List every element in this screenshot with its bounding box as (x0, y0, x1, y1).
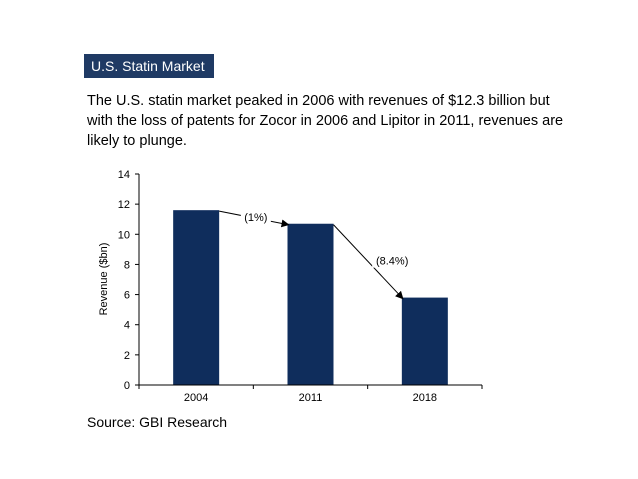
annotation-label: (1%) (244, 212, 267, 224)
y-tick-label: 2 (124, 350, 130, 362)
annotation-label-bg (240, 209, 271, 224)
chart-title-text: U.S. Statin Market (91, 58, 205, 74)
y-tick-label: 10 (118, 229, 130, 241)
annotation-label-bg (372, 253, 413, 268)
description-text: The U.S. statin market peaked in 2006 wi… (87, 93, 564, 149)
annotation-label: (8.4%) (376, 256, 408, 268)
x-axis: 2004 2011 2018 (138, 384, 483, 404)
x-tick-label: 2011 (299, 392, 323, 404)
bar-2011 (287, 223, 334, 385)
x-tick-label: 2018 (413, 392, 437, 404)
bars (173, 210, 448, 385)
y-axis: 0 2 4 6 8 10 12 14 (118, 169, 140, 392)
chart-title-badge: U.S. Statin Market (84, 54, 214, 78)
source-text: Source: GBI Research (87, 414, 228, 430)
y-tick-label: 6 (124, 290, 130, 302)
x-tick-label: 2004 (184, 392, 208, 404)
y-tick-label: 12 (118, 199, 130, 211)
bar-2004 (173, 210, 220, 385)
bar-2018 (401, 297, 448, 385)
y-tick-label: 8 (124, 259, 130, 271)
y-tick-label: 14 (118, 169, 130, 181)
annotations: (1%) (8.4%) (219, 209, 413, 300)
y-axis-label: Revenue ($bn) (98, 243, 110, 316)
y-tick-label: 4 (124, 320, 130, 332)
trend-arrow (333, 224, 404, 300)
y-tick-label: 0 (124, 380, 130, 392)
